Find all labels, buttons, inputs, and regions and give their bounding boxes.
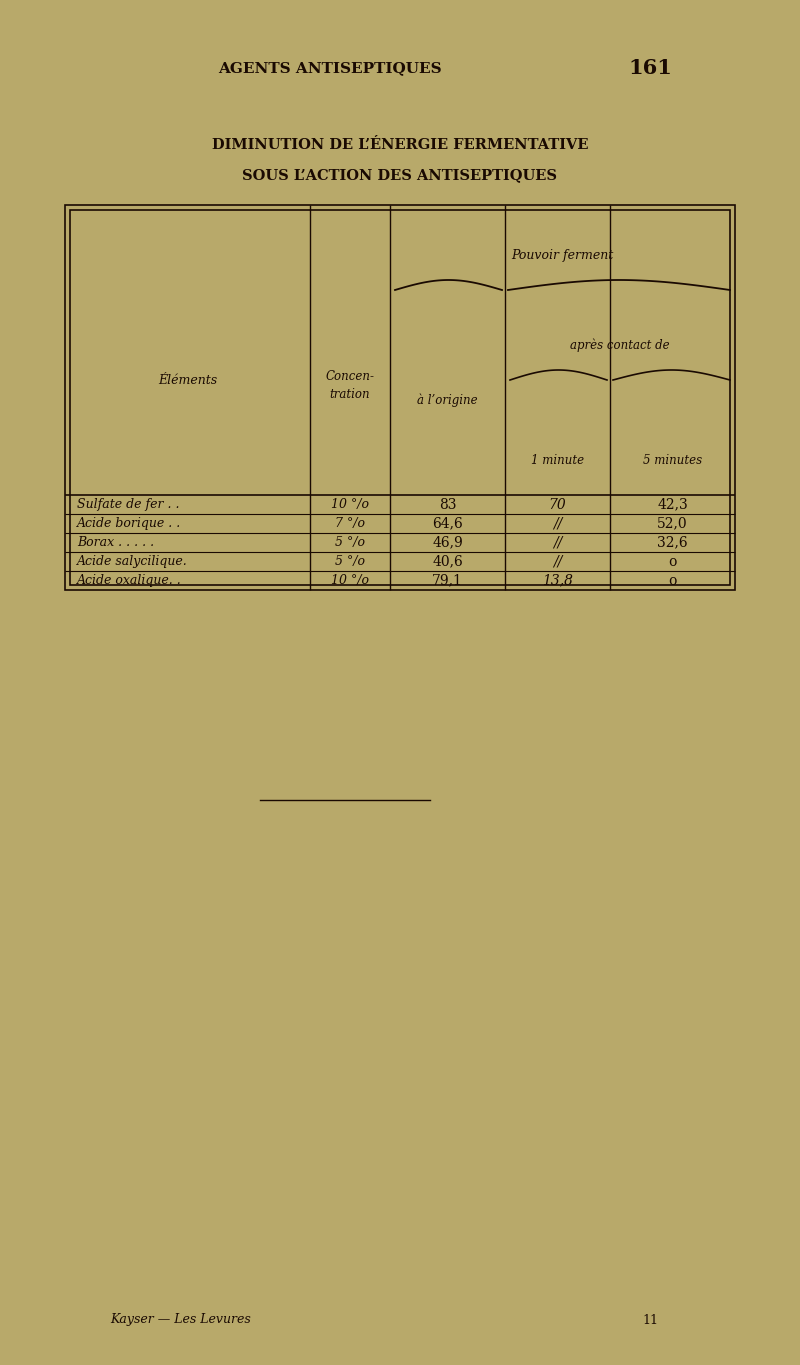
Text: 13,8: 13,8 xyxy=(542,573,573,587)
Text: o: o xyxy=(668,573,677,587)
Text: 52,0: 52,0 xyxy=(657,516,688,531)
Text: 70: 70 xyxy=(549,497,566,512)
Text: 79,1: 79,1 xyxy=(432,573,463,587)
Text: 7 °/o: 7 °/o xyxy=(335,517,365,530)
Text: 11: 11 xyxy=(642,1313,658,1327)
Text: //: // xyxy=(553,535,562,550)
Text: Concen-
tration: Concen- tration xyxy=(326,370,374,400)
Text: 64,6: 64,6 xyxy=(432,516,463,531)
Text: Acide salycilique.: Acide salycilique. xyxy=(77,556,188,568)
Text: Borax . . . . .: Borax . . . . . xyxy=(77,536,154,549)
Text: AGENTS ANTISEPTIQUES: AGENTS ANTISEPTIQUES xyxy=(218,61,442,75)
Text: SOUS L’ACTION DES ANTISEPTIQUES: SOUS L’ACTION DES ANTISEPTIQUES xyxy=(242,168,558,182)
Text: 1 minute: 1 minute xyxy=(531,453,584,467)
Text: Pouvoir ferment: Pouvoir ferment xyxy=(511,248,614,262)
Text: 5 minutes: 5 minutes xyxy=(643,453,702,467)
Text: 46,9: 46,9 xyxy=(432,535,463,550)
Text: //: // xyxy=(553,516,562,531)
Bar xyxy=(70,210,730,586)
Text: 40,6: 40,6 xyxy=(432,554,463,568)
Text: 161: 161 xyxy=(628,57,672,78)
Text: 10 °/o: 10 °/o xyxy=(331,498,369,511)
Text: 42,3: 42,3 xyxy=(657,497,688,512)
Text: //: // xyxy=(553,554,562,568)
Text: à l’origine: à l’origine xyxy=(417,393,478,407)
Text: 5 °/o: 5 °/o xyxy=(335,536,365,549)
Text: 10 °/o: 10 °/o xyxy=(331,575,369,587)
Text: Acide borique . .: Acide borique . . xyxy=(77,517,182,530)
Text: 83: 83 xyxy=(438,497,456,512)
Text: Éléments: Éléments xyxy=(158,374,217,386)
Text: 5 °/o: 5 °/o xyxy=(335,556,365,568)
Text: Sulfate de fer . .: Sulfate de fer . . xyxy=(77,498,179,511)
Text: 32,6: 32,6 xyxy=(657,535,688,550)
Text: Kayser — Les Levures: Kayser — Les Levures xyxy=(110,1313,250,1327)
Text: o: o xyxy=(668,554,677,568)
Text: DIMINUTION DE L’ÉNERGIE FERMENTATIVE: DIMINUTION DE L’ÉNERGIE FERMENTATIVE xyxy=(212,138,588,152)
Text: Acide oxalique. .: Acide oxalique. . xyxy=(77,575,182,587)
Bar xyxy=(65,205,735,590)
Text: après contact de: après contact de xyxy=(570,339,670,352)
